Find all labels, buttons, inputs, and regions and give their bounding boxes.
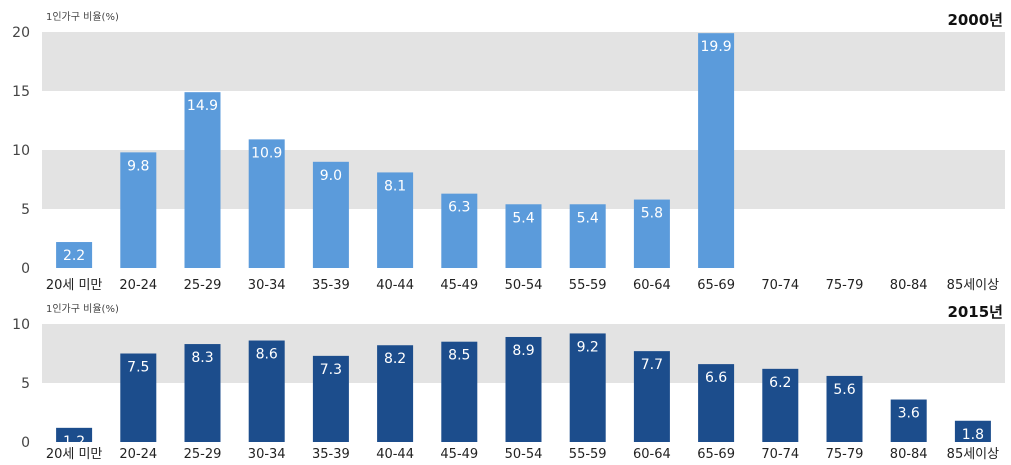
bar-value-label: 5.8 bbox=[641, 206, 663, 222]
bar bbox=[441, 193, 478, 268]
bar bbox=[248, 139, 285, 268]
bar bbox=[826, 375, 863, 442]
x-category-label: 40-44 bbox=[376, 447, 414, 462]
y-tick-label: 5 bbox=[21, 376, 30, 392]
x-category-label: 25-29 bbox=[184, 447, 222, 462]
y-tick-label: 0 bbox=[21, 261, 30, 277]
bar-value-label: 5.4 bbox=[577, 210, 599, 226]
bar bbox=[698, 364, 735, 442]
bar bbox=[890, 399, 927, 442]
bar-value-label: 7.7 bbox=[641, 357, 663, 373]
bar bbox=[633, 351, 670, 442]
x-category-label: 50-54 bbox=[505, 278, 543, 293]
y-tick-label: 0 bbox=[21, 435, 30, 451]
bar-value-label: 6.6 bbox=[705, 370, 727, 386]
bar-value-label: 9.2 bbox=[577, 339, 599, 355]
bar-value-label: 8.6 bbox=[256, 347, 278, 363]
bar bbox=[569, 333, 606, 442]
bar-value-label: 8.5 bbox=[448, 348, 470, 364]
x-category-label: 20-24 bbox=[119, 447, 157, 462]
bar-value-label: 10.9 bbox=[251, 145, 282, 161]
bar-value-label: 5.4 bbox=[512, 210, 534, 226]
bar bbox=[505, 204, 542, 268]
bar bbox=[56, 242, 93, 268]
bar-value-label: 1.8 bbox=[962, 427, 984, 443]
bar-value-label: 8.2 bbox=[384, 351, 406, 367]
bar bbox=[762, 368, 799, 442]
bar-value-label: 14.9 bbox=[187, 98, 218, 114]
bar-value-label: 9.8 bbox=[127, 158, 149, 174]
x-category-label: 65-69 bbox=[697, 278, 735, 293]
bar-value-label: 1.2 bbox=[63, 434, 85, 450]
y-tick-label: 10 bbox=[12, 143, 30, 159]
x-category-label: 55-59 bbox=[569, 447, 607, 462]
x-category-label: 60-64 bbox=[633, 278, 671, 293]
bar-value-label: 2.2 bbox=[63, 248, 85, 264]
x-category-label: 85세이상 bbox=[947, 278, 999, 293]
year-label: 2015년 bbox=[947, 303, 1003, 321]
y-tick-label: 5 bbox=[21, 202, 30, 218]
x-category-label: 30-34 bbox=[248, 278, 286, 293]
bar bbox=[248, 340, 285, 442]
x-category-label: 45-49 bbox=[440, 278, 478, 293]
y-tick-label: 15 bbox=[12, 84, 30, 100]
bar bbox=[184, 344, 221, 442]
y-tick-label: 20 bbox=[12, 25, 30, 41]
x-category-label: 60-64 bbox=[633, 447, 671, 462]
bar-value-label: 3.6 bbox=[898, 406, 920, 422]
x-category-label: 85세이상 bbox=[947, 447, 999, 462]
x-category-label: 55-59 bbox=[569, 278, 607, 293]
bar bbox=[377, 345, 414, 442]
bar bbox=[698, 33, 735, 269]
bar-value-label: 8.3 bbox=[191, 350, 213, 366]
x-category-label: 30-34 bbox=[248, 447, 286, 462]
bar bbox=[633, 199, 670, 268]
x-category-label: 75-79 bbox=[826, 278, 864, 293]
bar bbox=[441, 341, 478, 442]
bar bbox=[505, 336, 542, 442]
bar-value-label: 5.6 bbox=[833, 382, 855, 398]
x-category-label: 20세 미만 bbox=[46, 447, 103, 462]
bar-value-label: 6.3 bbox=[448, 200, 470, 216]
bar-value-label: 8.1 bbox=[384, 178, 406, 194]
y-axis-label: 1인가구 비율(%) bbox=[46, 303, 119, 315]
bar bbox=[312, 355, 349, 442]
chart-panel-2000: 0 5 10 15 20 1인가구 비율(%) 2000년 2.2 20세 미만 9.8 20-24… bbox=[12, 11, 1005, 293]
y-tick-label: 10 bbox=[12, 317, 30, 333]
x-category-label: 70-74 bbox=[761, 447, 799, 462]
bar bbox=[569, 204, 606, 268]
x-category-label: 20세 미만 bbox=[46, 278, 103, 293]
bar bbox=[120, 353, 157, 442]
x-category-label: 40-44 bbox=[376, 278, 414, 293]
x-category-label: 25-29 bbox=[184, 278, 222, 293]
x-category-label: 35-39 bbox=[312, 278, 350, 293]
bar-value-label: 7.5 bbox=[127, 360, 149, 376]
x-category-label: 80-84 bbox=[890, 278, 928, 293]
bar-value-label: 19.9 bbox=[701, 39, 732, 55]
x-category-label: 65-69 bbox=[697, 447, 735, 462]
bar bbox=[56, 427, 93, 442]
x-category-label: 35-39 bbox=[312, 447, 350, 462]
bar-value-label: 9.0 bbox=[320, 168, 342, 184]
x-category-label: 20-24 bbox=[119, 278, 157, 293]
bar bbox=[954, 420, 991, 442]
grid-band bbox=[42, 32, 1005, 91]
x-category-label: 75-79 bbox=[826, 447, 864, 462]
x-category-label: 80-84 bbox=[890, 447, 928, 462]
x-category-label: 70-74 bbox=[761, 278, 799, 293]
bar-value-label: 8.9 bbox=[512, 343, 534, 359]
bar bbox=[377, 172, 414, 268]
bar bbox=[312, 161, 349, 268]
year-label: 2000년 bbox=[947, 11, 1003, 29]
bar-value-label: 6.2 bbox=[769, 375, 791, 391]
bar bbox=[120, 152, 157, 268]
x-category-label: 45-49 bbox=[440, 447, 478, 462]
bar bbox=[184, 92, 221, 269]
x-category-label: 50-54 bbox=[505, 447, 543, 462]
y-axis-label: 1인가구 비율(%) bbox=[46, 11, 119, 23]
bar-value-label: 7.3 bbox=[320, 362, 342, 378]
